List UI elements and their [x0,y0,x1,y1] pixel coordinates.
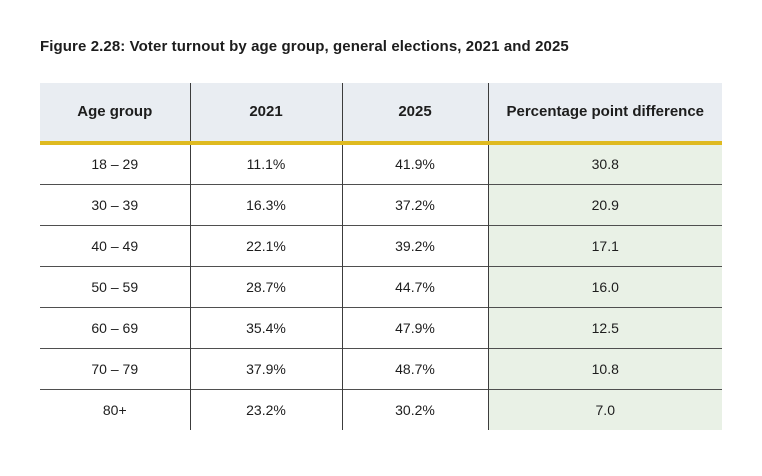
cell-age-group: 60 – 69 [40,306,190,348]
cell-difference: 10.8 [487,347,722,389]
col-header-2021: 2021 [189,83,342,145]
cell-age-group: 18 – 29 [40,143,190,184]
cell-age-group: 40 – 49 [40,224,190,266]
table-row: 60 – 69 35.4% 47.9% 12.5 [40,306,722,348]
cell-2025: 44.7% [341,265,488,307]
cell-2025: 48.7% [341,347,488,389]
cell-2025: 37.2% [341,183,488,225]
figure-container: Figure 2.28: Voter turnout by age group,… [40,38,722,430]
cell-2021: 23.2% [189,388,342,430]
col-header-2025: 2025 [341,83,488,145]
cell-age-group: 80+ [40,388,190,430]
cell-2021: 37.9% [189,347,342,389]
cell-2021: 35.4% [189,306,342,348]
table-row: 70 – 79 37.9% 48.7% 10.8 [40,347,722,389]
cell-difference: 17.1 [487,224,722,266]
cell-difference: 16.0 [487,265,722,307]
table-row: 30 – 39 16.3% 37.2% 20.9 [40,183,722,225]
cell-difference: 20.9 [487,183,722,225]
table-row: 80+ 23.2% 30.2% 7.0 [40,388,722,430]
cell-2021: 11.1% [189,143,342,184]
col-header-age-group: Age group [40,83,190,145]
cell-2025: 30.2% [341,388,488,430]
table-row: 18 – 29 11.1% 41.9% 30.8 [40,143,722,184]
table-body: 18 – 29 11.1% 41.9% 30.8 30 – 39 16.3% 3… [40,143,722,430]
cell-2021: 16.3% [189,183,342,225]
cell-difference: 30.8 [487,143,722,184]
cell-difference: 7.0 [487,388,722,430]
table-row: 50 – 59 28.7% 44.7% 16.0 [40,265,722,307]
table-header: Age group 2021 2025 Percentage point dif… [40,83,722,145]
header-row: Age group 2021 2025 Percentage point dif… [40,83,722,145]
cell-2025: 47.9% [341,306,488,348]
figure-title: Figure 2.28: Voter turnout by age group,… [40,38,569,55]
cell-age-group: 50 – 59 [40,265,190,307]
table-row: 40 – 49 22.1% 39.2% 17.1 [40,224,722,266]
cell-difference: 12.5 [487,306,722,348]
cell-2025: 41.9% [341,143,488,184]
cell-2021: 22.1% [189,224,342,266]
cell-age-group: 30 – 39 [40,183,190,225]
voter-turnout-table: Age group 2021 2025 Percentage point dif… [40,83,722,430]
cell-age-group: 70 – 79 [40,347,190,389]
col-header-difference: Percentage point difference [487,83,722,145]
cell-2021: 28.7% [189,265,342,307]
cell-2025: 39.2% [341,224,488,266]
